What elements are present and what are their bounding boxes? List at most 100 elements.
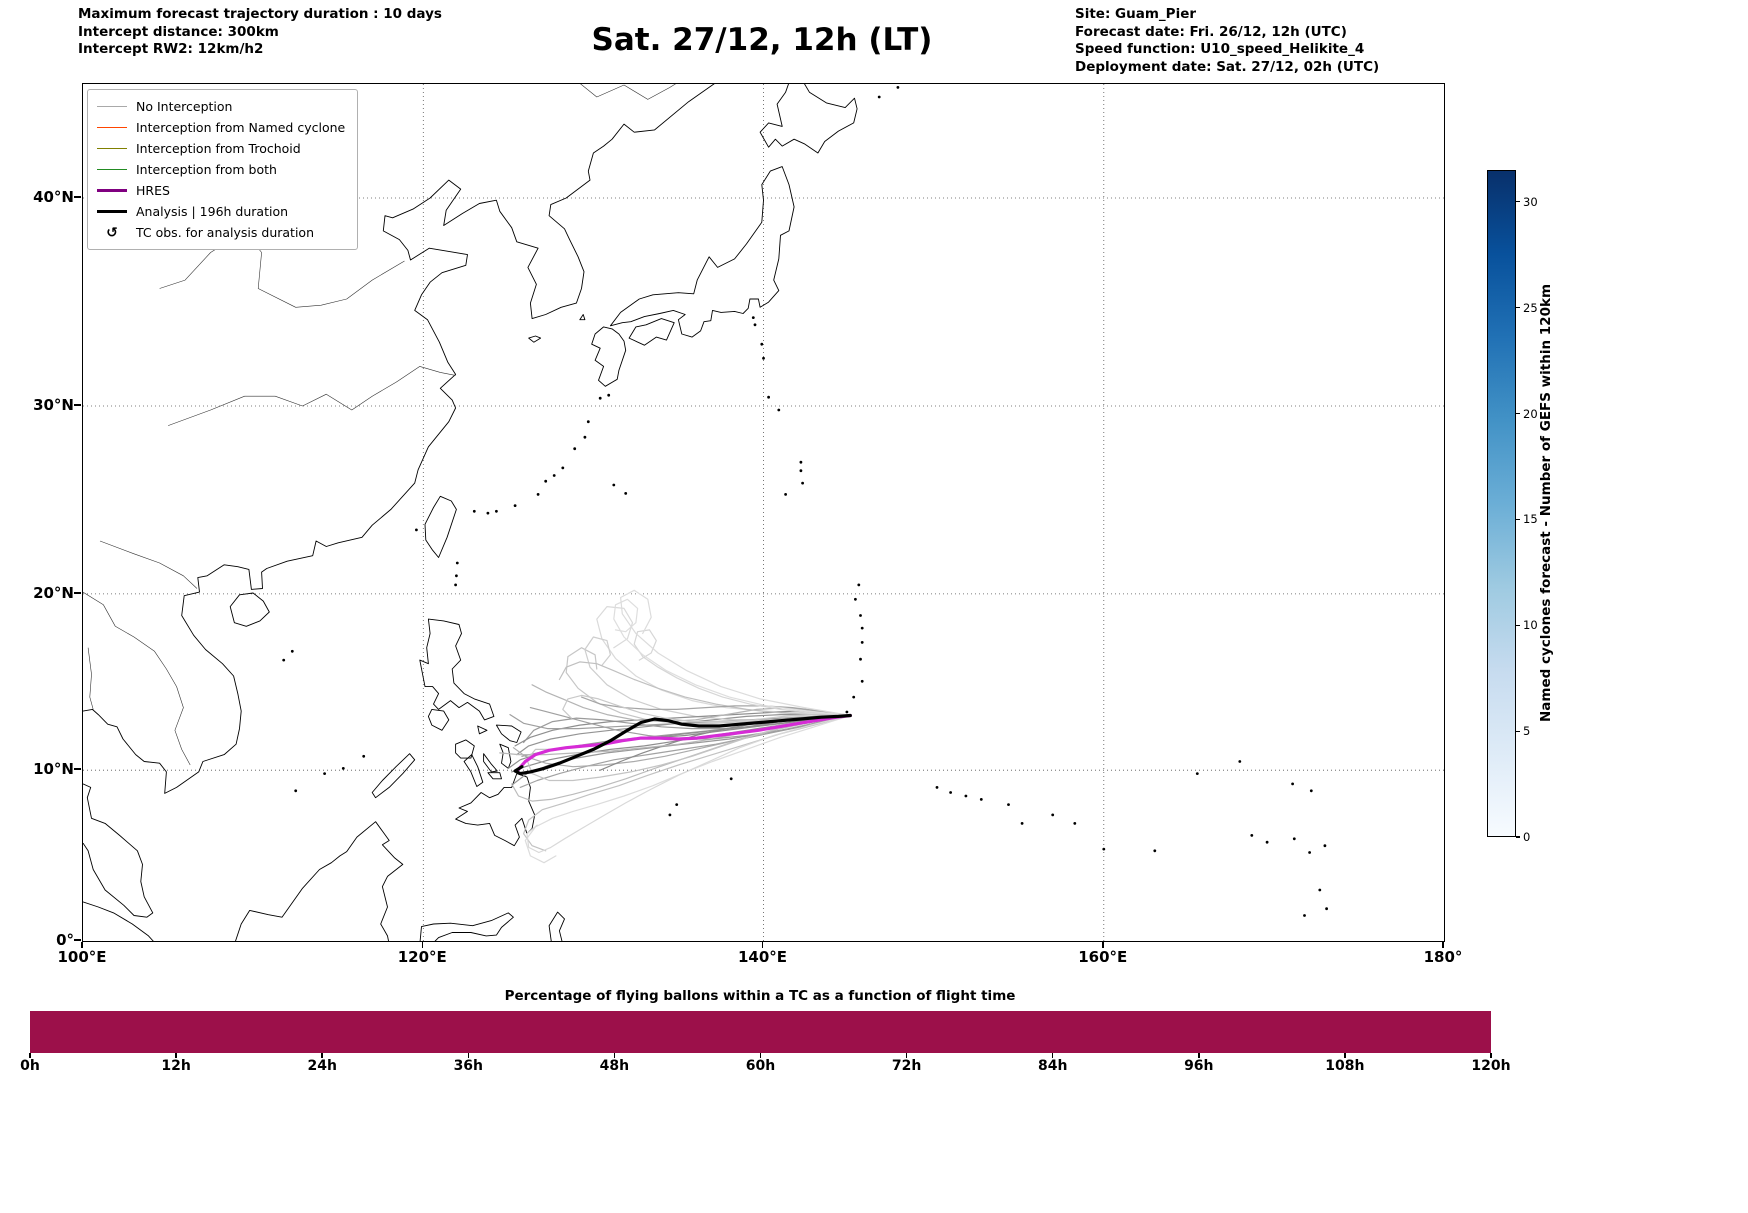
island-dot	[1318, 888, 1322, 892]
x-tick-label: 160°E	[1078, 948, 1128, 966]
coastline	[579, 314, 586, 321]
colorbar-tick-label: 30	[1523, 194, 1538, 209]
legend-line	[97, 148, 127, 149]
coastline	[419, 912, 514, 941]
colorbar-tick-mark	[1516, 836, 1520, 838]
bar-x-tick-label: 108h	[1325, 1058, 1365, 1074]
island-dot	[341, 767, 345, 770]
island-dot	[877, 95, 881, 99]
bar-x-tick-label: 96h	[1184, 1058, 1214, 1074]
island-dot	[472, 509, 476, 513]
x-tick-mark	[1442, 941, 1444, 948]
y-tick-mark	[74, 939, 81, 941]
legend-item: ↺ TC obs. for analysis duration	[97, 222, 345, 243]
intercept-distance-text: Intercept distance: 300km	[78, 23, 279, 40]
site-info: Site: Guam_Pier Forecast date: Fri. 26/1…	[1075, 6, 1379, 76]
island-dot	[561, 466, 565, 470]
island-dot	[845, 710, 849, 714]
coastline	[83, 783, 154, 918]
island-dot	[1292, 837, 1296, 841]
legend-item: No Interception	[97, 96, 345, 117]
bar-x-tick-label: 84h	[1037, 1058, 1068, 1074]
bar-x-tick-mark	[905, 1053, 908, 1058]
legend-line-swatch	[97, 106, 127, 107]
bar-x-tick-label: 72h	[891, 1058, 922, 1074]
y-tick-label: 0°	[56, 931, 74, 949]
island-dot	[294, 789, 298, 793]
colorbar-tick-label: 15	[1523, 512, 1538, 527]
island-dot	[486, 511, 490, 515]
island-dot	[860, 626, 864, 630]
coastline	[455, 773, 536, 847]
island-dot	[454, 583, 457, 587]
island-dot	[767, 395, 770, 399]
legend-line-swatch	[97, 189, 127, 192]
river-line	[580, 84, 676, 100]
legend-item: HRES	[97, 180, 345, 201]
island-dot	[799, 469, 803, 473]
coastline	[759, 84, 858, 154]
coastline	[528, 335, 542, 343]
island-dot	[1051, 813, 1055, 817]
legend-item: Analysis | 196h duration	[97, 201, 345, 222]
river-line	[87, 647, 94, 710]
island-dot	[857, 583, 861, 587]
bar-x-tick-mark	[1198, 1053, 1200, 1058]
legend-line-swatch	[97, 127, 127, 128]
river-line	[99, 540, 198, 589]
island-dot	[323, 772, 326, 775]
coastline	[487, 772, 502, 780]
gefs-trajectory	[613, 598, 851, 717]
y-tick-label: 20°N	[33, 583, 74, 602]
island-dot	[859, 614, 862, 617]
coastline	[463, 754, 484, 787]
island-dot	[751, 316, 755, 319]
island-dot	[859, 657, 862, 661]
bar-x-tick-mark	[175, 1053, 177, 1058]
bar-x-tick-mark	[29, 1053, 31, 1058]
bar-x-tick-label: 60h	[745, 1058, 776, 1074]
island-dot	[1238, 760, 1242, 763]
island-dot	[860, 679, 864, 683]
x-tick-mark	[761, 941, 764, 948]
island-dot	[854, 597, 857, 601]
bar-x-tick-label: 24h	[307, 1058, 337, 1074]
coastline	[495, 724, 522, 743]
island-dot	[1195, 772, 1199, 775]
trajectory-map-plot: No Interception Interception from Named c…	[82, 83, 1445, 942]
island-dot	[552, 474, 556, 477]
colorbar-gradient	[1487, 170, 1516, 837]
colorbar-tick-label: 0	[1523, 830, 1531, 844]
coastline	[609, 166, 795, 338]
forecast-date-text: Forecast date: Fri. 26/12, 12h (UTC)	[1075, 23, 1347, 40]
map-legend: No Interception Interception from Named c…	[87, 89, 359, 250]
island-dot	[799, 460, 803, 464]
bar-x-tick-label: 0h	[20, 1058, 40, 1074]
bar-chart-title: Percentage of flying ballons within a TC…	[504, 988, 1016, 1004]
colorbar-label: Named cyclones forecast - Number of GEFS…	[1538, 283, 1554, 723]
colorbar-tick-label: 20	[1523, 406, 1538, 421]
x-tick-label: 100°E	[57, 948, 107, 966]
legend-label: Analysis | 196h duration	[136, 204, 289, 219]
forecast-parameters: Maximum forecast trajectory duration : 1…	[78, 6, 442, 59]
colorbar-tick-mark	[1516, 412, 1520, 415]
island-dot	[1291, 782, 1294, 786]
speed-function-text: Speed function: U10_speed_Helikite_4	[1075, 41, 1365, 57]
island-dot	[455, 561, 459, 565]
river-line	[167, 366, 456, 426]
figure-title: Sat. 27/12, 12h (LT)	[591, 22, 933, 58]
island-dot	[583, 435, 587, 439]
legend-line	[97, 127, 127, 128]
legend-label: Interception from both	[136, 162, 277, 177]
island-dot	[1309, 789, 1313, 793]
colorbar-tick-label: 10	[1523, 618, 1538, 633]
island-dot	[784, 493, 787, 496]
legend-line-swatch	[97, 169, 127, 170]
y-tick-label: 10°N	[33, 760, 74, 779]
analysis-track	[513, 713, 852, 776]
island-dot	[801, 481, 804, 485]
y-tick-mark	[74, 196, 81, 198]
legend-label: No Interception	[136, 99, 233, 114]
colorbar-tick-mark	[1516, 307, 1520, 309]
